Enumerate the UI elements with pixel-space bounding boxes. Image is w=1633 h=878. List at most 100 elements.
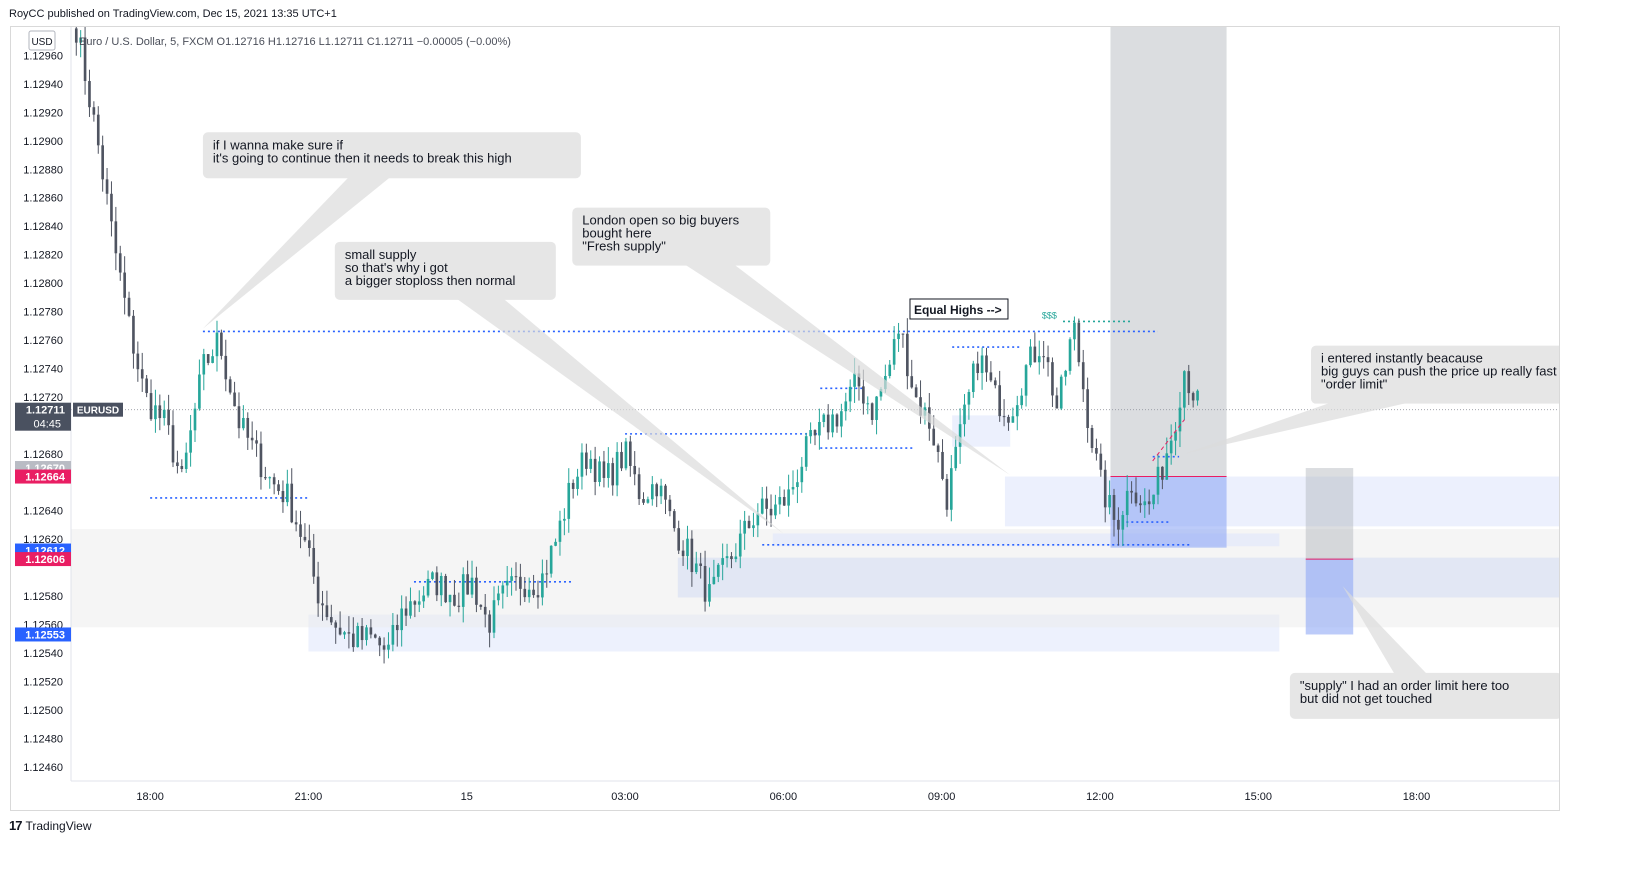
candle-body [589,458,593,469]
candle-body [752,525,755,529]
candle-body [1143,501,1147,506]
candle-body [105,179,109,194]
candle-body [1134,492,1138,504]
x-tick-label: 21:00 [295,791,323,803]
candle-body [840,411,843,427]
candle-body [88,81,91,108]
candle-body [901,333,905,335]
candle-body [747,520,751,529]
candle-body [945,478,949,510]
candle-body [435,572,439,596]
candle-body [74,28,78,43]
candle-body [721,558,724,565]
candle-body [760,498,764,514]
candle-body [646,499,650,503]
candle-body [158,405,162,419]
candle-body [642,499,645,503]
candle-body [690,538,694,573]
candle-body [140,369,144,379]
candle-body [1112,495,1116,520]
candle-body [189,430,192,453]
y-tick-label: 1.12780 [23,307,63,319]
note-break-high-line: it's going to continue then it needs to … [213,150,512,165]
candle-body [888,364,892,376]
note-order-limit-line: "supply" I had an order limit here too [1300,678,1509,693]
candle-body [549,545,553,574]
candle-body [1055,395,1059,409]
candle-body [804,436,808,467]
candle-body [571,482,575,489]
candle-body [1130,490,1133,493]
candle-body [818,421,821,436]
ohlc-legend: Euro / U.S. Dollar, 5, FXCM O1.12716 H1.… [79,36,511,48]
candle-body [932,428,936,446]
candle-body [176,462,179,467]
candle-body [1073,322,1076,340]
candle-body [655,484,659,497]
candle-body [466,574,469,595]
candle-body [703,565,707,602]
y-tick-label: 1.12820 [23,250,63,262]
candle-body [1187,371,1191,394]
candle-body [259,443,263,478]
candle-body [1068,339,1072,371]
y-tick-label: 1.12920 [23,107,63,119]
chart-frame[interactable]: if I wanna make sure if it's going to con… [10,26,1560,811]
candle-body [848,386,852,402]
time-axis: 18:00 21:00 15 03:00 06:00 09:00 12:00 15:00 18:… [71,780,1559,803]
price-badge-label: 1.12606 [25,554,65,566]
candle-body [198,374,201,409]
note-london-open-box [572,207,771,266]
candle-body [1103,469,1107,508]
candle-body [686,538,689,557]
candle-body [567,482,571,519]
candle-body [985,355,988,373]
candle-body [246,417,250,438]
candle-body [914,387,918,398]
candle-body [1095,448,1098,454]
candle-body [475,577,478,605]
chart-header: USD Euro / U.S. Dollar, 5, FXCM O1.12716… [28,30,511,51]
candle-body [343,632,346,635]
candle-body [607,463,610,478]
x-tick-label: 15:00 [1244,791,1272,803]
y-tick-label: 1.12500 [23,705,63,717]
candle-body [334,622,338,628]
candle-body [250,437,254,441]
candle-body [545,573,549,575]
candle-body [136,353,140,370]
candle-body [541,573,544,598]
candle-body [576,476,579,489]
price-badge [15,402,71,431]
candle-body [879,389,883,397]
candle-body [1024,365,1028,396]
y-tick-label: 1.12680 [23,449,63,461]
candle-body [211,356,214,363]
note-break-high-pointer [202,143,403,329]
tradingview-logo[interactable]: 17 TradingView [9,818,92,833]
candle-body [154,405,157,420]
candle-body [461,574,465,607]
candle-body [1165,453,1169,480]
y-tick-label: 1.12760 [23,335,63,347]
candle-body [255,440,258,444]
candle-body [870,403,874,420]
candle-body [694,563,698,573]
note-london-open-pointer [662,223,1011,476]
candle-body [958,424,962,447]
candle-body [853,373,856,387]
candle-body [329,617,333,623]
candle-body [277,484,280,492]
candle-body [299,524,302,537]
y-tick-label: 1.12940 [23,79,63,91]
candle-body [92,107,96,115]
candle-body [79,37,82,43]
candle-body [417,601,421,605]
candle-body [470,577,474,595]
candle-body [114,221,118,254]
note-break-high-line: if I wanna make sure if [213,137,343,152]
candle-body [664,485,667,500]
candle-body [558,520,562,542]
candle-body [1020,395,1023,406]
